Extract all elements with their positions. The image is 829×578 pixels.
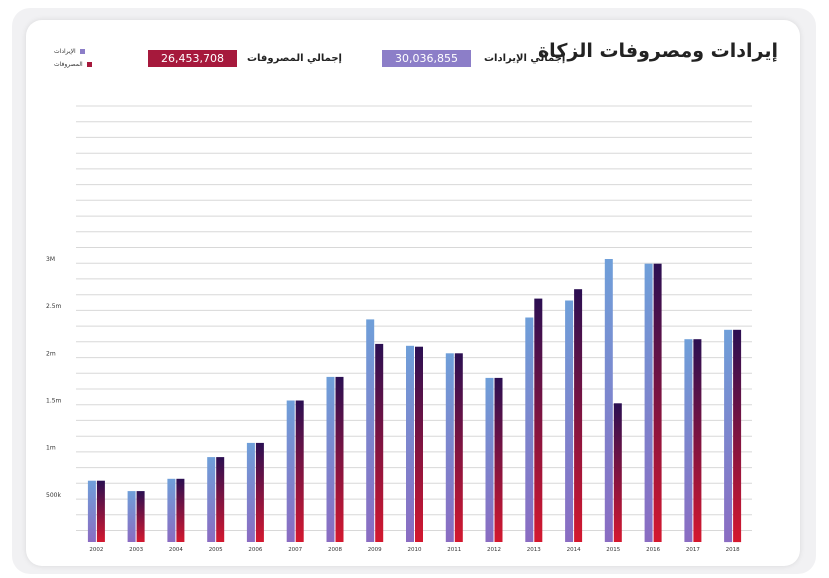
bar-revenue [207, 457, 216, 542]
x-tick-label: 2004 [169, 547, 183, 553]
bar-expenses [96, 480, 105, 542]
bar-expenses [335, 376, 344, 542]
bar-revenue [366, 319, 375, 542]
x-tick-label: 2005 [209, 547, 223, 553]
bar-expenses [574, 289, 583, 542]
bar-revenue [445, 353, 454, 542]
x-tick-label: 2016 [646, 547, 660, 553]
bar-revenue [286, 400, 295, 542]
bar-expenses [216, 457, 225, 542]
x-tick-label: 2003 [129, 547, 143, 553]
bar-expenses [653, 263, 662, 542]
bar-expenses [415, 346, 423, 542]
legend-swatch-expenses [86, 62, 92, 67]
total-expense-value: 26,453,708 [148, 50, 237, 67]
y-tick-label: 2.5m [46, 303, 62, 310]
bar-expenses [733, 329, 742, 543]
bar-expenses [693, 339, 702, 542]
y-tick-label: 2m [46, 350, 56, 357]
x-tick-label: 2014 [567, 547, 581, 553]
chart-card: إيرادات ومصروفات الزكاة إجمالي الإيرادات… [26, 20, 800, 566]
bar-revenue [87, 480, 96, 542]
y-tick-label: 1m [46, 445, 56, 452]
x-tick-label: 2011 [447, 547, 461, 553]
x-tick-label: 2012 [487, 547, 501, 553]
bar-revenue [565, 300, 574, 542]
x-tick-label: 2002 [89, 547, 103, 553]
bar-revenue [406, 345, 414, 542]
bar-revenue [246, 442, 255, 542]
legend-item-expenses: المصروفات [54, 58, 92, 71]
x-tick-label: 2008 [328, 547, 342, 553]
bar-expenses [255, 442, 264, 542]
bar-expenses [494, 377, 503, 542]
legend-item-revenue: الإيرادات [54, 45, 92, 58]
legend: الإيرادات المصروفات [54, 45, 92, 71]
legend-label-expenses: المصروفات [54, 61, 83, 68]
bar-expenses [176, 478, 185, 542]
total-revenue-label: إجمالي الإيرادات [484, 53, 566, 64]
bar-expenses [613, 403, 622, 542]
x-tick-label: 2017 [686, 547, 700, 553]
bar-expenses [534, 298, 543, 542]
x-tick-label: 2007 [288, 547, 302, 553]
x-tick-label: 2010 [408, 547, 422, 553]
x-tick-label: 2013 [527, 547, 541, 553]
bar-revenue [326, 376, 335, 542]
bar-revenue [485, 377, 494, 542]
bar-expenses [375, 343, 384, 542]
y-tick-label: 500k [46, 492, 61, 499]
bar-expenses [136, 491, 145, 542]
bar-expenses [295, 400, 304, 542]
total-revenue-value: 30,036,855 [382, 50, 471, 67]
x-tick-label: 2015 [606, 547, 620, 553]
bar-revenue [167, 478, 176, 542]
total-expense-label: إجمالي المصروفات [247, 53, 342, 64]
bar-revenue [684, 339, 693, 542]
bar-chart: 500k 1m 1.5m 2m 2.5m 3M 2002 2003 2004 2005 2006 20… [46, 105, 752, 553]
y-tick-label: 3M [46, 256, 55, 263]
bar-revenue [724, 329, 733, 543]
bar-expenses [454, 353, 463, 542]
bar-revenue [525, 317, 534, 542]
x-tick-label: 2006 [248, 547, 262, 553]
bar-revenue [644, 263, 653, 542]
legend-label-revenue: الإيرادات [54, 48, 76, 55]
x-tick-label: 2009 [368, 547, 382, 553]
y-tick-label: 1.5m [46, 398, 62, 405]
page-title: إيرادات ومصروفات الزكاة [537, 40, 778, 62]
x-tick-label: 2018 [726, 547, 740, 553]
bar-revenue [127, 491, 136, 542]
legend-swatch-revenue [79, 49, 85, 54]
bar-revenue [604, 259, 613, 542]
